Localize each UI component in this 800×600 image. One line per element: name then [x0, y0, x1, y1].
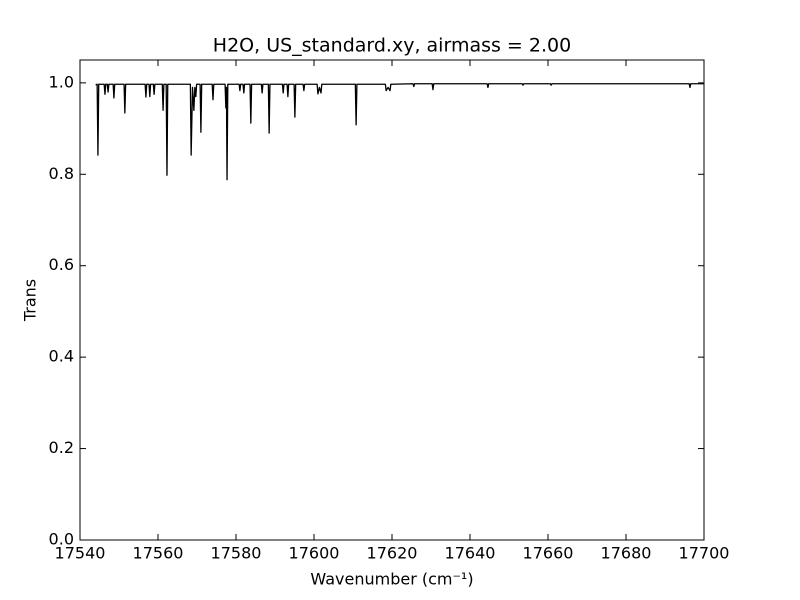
x-tick-label: 17620: [367, 544, 418, 563]
y-tick-label: 0.0: [49, 530, 74, 549]
x-tick-label: 17660: [523, 544, 574, 563]
y-tick-label: 0.4: [49, 347, 74, 366]
x-tick-label: 17580: [211, 544, 262, 563]
y-tick-label: 0.6: [49, 255, 74, 274]
y-tick-label: 1.0: [49, 72, 74, 91]
x-tick-label: 17640: [445, 544, 496, 563]
x-axis-label: Wavenumber (cm⁻¹): [310, 570, 473, 589]
x-tick-label: 17560: [133, 544, 184, 563]
spectrum-line: [95, 83, 704, 181]
y-tick-label: 0.2: [49, 438, 74, 457]
y-axis-label: Trans: [21, 279, 40, 322]
chart-title: H2O, US_standard.xy, airmass = 2.00: [213, 35, 571, 57]
y-tick-label: 0.8: [49, 164, 74, 183]
x-tick-label: 17700: [679, 544, 730, 563]
x-tick-label: 17540: [55, 544, 106, 563]
x-tick-label: 17600: [289, 544, 340, 563]
plot-frame: [79, 59, 705, 541]
x-tick-label: 17680: [601, 544, 652, 563]
